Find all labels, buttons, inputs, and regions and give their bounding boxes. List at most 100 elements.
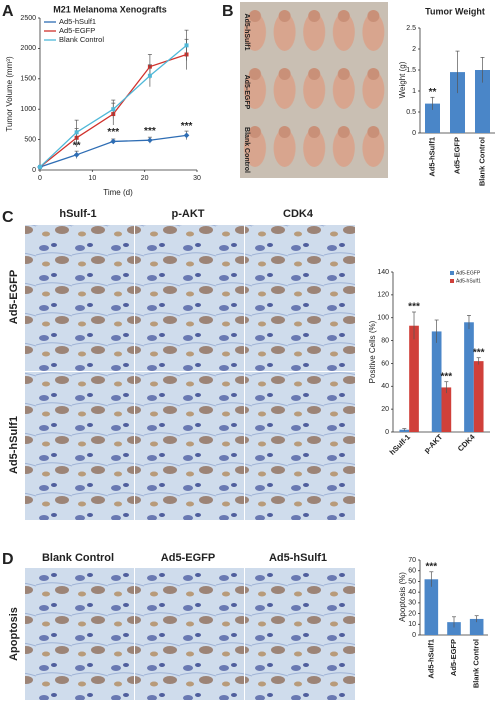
y-tick-label: 0 [412,632,416,639]
point-marker [147,137,153,144]
micrograph [25,225,134,371]
y-tick-label: 10 [408,621,416,628]
significance-label: ** [429,87,437,98]
y-tick-label: 500 [24,136,36,143]
legend-label: Ad5-EGFP [456,270,481,276]
micrograph [135,372,244,520]
y-tick-label: 20 [408,610,416,617]
panel-letter: A [2,3,14,20]
column-header: CDK4 [283,208,314,220]
y-tick-label: 140 [377,269,389,276]
significance-label: *** [144,126,156,137]
legend-swatch [450,279,454,283]
panel-letters: A B C D [2,3,234,568]
y-tick-label: 100 [377,315,389,322]
legend-label: Ad5-EGFP [59,26,95,35]
significance-label: *** [181,121,193,132]
y-axis-label: Apoptosis (%) [398,572,407,622]
point-marker [73,151,80,158]
bar [409,325,419,432]
x-tick-label: 30 [193,175,201,182]
x-tick-label: Ad5-EGFP [449,639,458,676]
y-tick-label: 0.5 [406,109,416,116]
micrograph [135,568,244,700]
legend-label: Ad5-hSulf1 [456,278,481,284]
panel-letter: D [2,551,14,568]
photo-row-label: Ad5-hSulf1 [243,14,250,51]
histology-d: Blank Control Ad5-EGFP Ad5-hSulf1 Apopto… [8,552,355,700]
row-label: Apoptosis [8,607,20,661]
histology-c: hSulf-1 p-AKT CDK4 Ad5-EGFP Ad5-hSulf1 [8,208,355,520]
panel-letter: B [222,3,234,20]
column-header: p-AKT [172,208,205,220]
bar [475,70,490,133]
y-tick-label: 0 [412,130,416,137]
y-tick-label: 70 [408,557,416,564]
y-tick-label: 60 [408,568,416,575]
significance-label: *** [425,561,437,572]
significance-label: *** [107,127,119,138]
column-header: hSulf-1 [59,208,96,220]
point-marker [183,132,190,139]
micrograph [25,372,134,520]
x-tick-label: Blank Control [477,137,486,186]
x-axis-label: Time (d) [103,188,133,197]
x-tick-label: 10 [88,175,96,182]
micrograph [245,225,355,371]
point-marker [74,130,79,135]
bar [431,331,442,432]
y-tick-label: 0 [385,429,389,436]
y-tick-label: 2500 [20,15,36,22]
micrograph [25,568,134,700]
column-header: Blank Control [42,552,114,564]
y-tick-label: 20 [381,406,389,413]
y-axis-label: Tumor Volume (mm³) [5,56,14,132]
photo-row-label: Ad5-EGFP [243,75,250,110]
bar [464,322,474,432]
y-tick-label: 40 [381,383,389,390]
bar [473,361,484,432]
x-tick-label: Blank Control [472,639,481,688]
chart-title: Tumor Weight [425,6,485,16]
x-tick-label: 20 [141,175,149,182]
y-tick-label: 60 [381,360,389,367]
point-marker [184,43,189,48]
y-tick-label: 120 [377,292,389,299]
bar [425,103,440,133]
x-tick-label: CDK4 [456,432,477,453]
micrograph [135,225,244,371]
y-tick-label: 1000 [20,106,36,113]
x-tick-label: hSulf-1 [388,432,412,456]
y-tick-label: 1.5 [406,67,416,74]
column-header: Ad5-hSulf1 [269,552,327,564]
legend-label: Ad5-hSulf1 [59,17,96,26]
point-marker [147,73,152,78]
y-axis-label: Positive Cells (%) [368,320,377,383]
panel-letter: C [2,209,14,226]
micrograph [245,372,355,520]
bar [424,579,439,635]
bar [447,622,461,635]
chart-title: M21 Melanoma Xenografts [53,4,167,14]
y-tick-label: 40 [408,589,416,596]
point-marker [110,138,117,145]
y-axis-label: Weight (g) [398,61,407,98]
y-tick-label: 30 [408,600,416,607]
y-tick-label: 2 [412,46,416,53]
y-tick-label: 2.5 [406,25,416,32]
x-tick-label: Ad5-EGFP [452,137,461,174]
point-marker [38,164,42,169]
x-tick-label: 0 [38,175,42,182]
row-label: Ad5-EGFP [8,270,20,324]
y-tick-label: 0 [32,167,36,174]
y-tick-label: 50 [408,578,416,585]
y-tick-label: 2000 [20,45,36,52]
x-tick-label: p-AKT [422,432,445,455]
x-tick-label: Ad5-hSulf1 [427,137,436,177]
x-tick-label: Ad5-hSulf1 [426,639,435,679]
bar [469,618,484,635]
mouse-photo [240,2,388,178]
significance-label: *** [441,371,453,382]
y-tick-label: 1 [412,88,416,95]
